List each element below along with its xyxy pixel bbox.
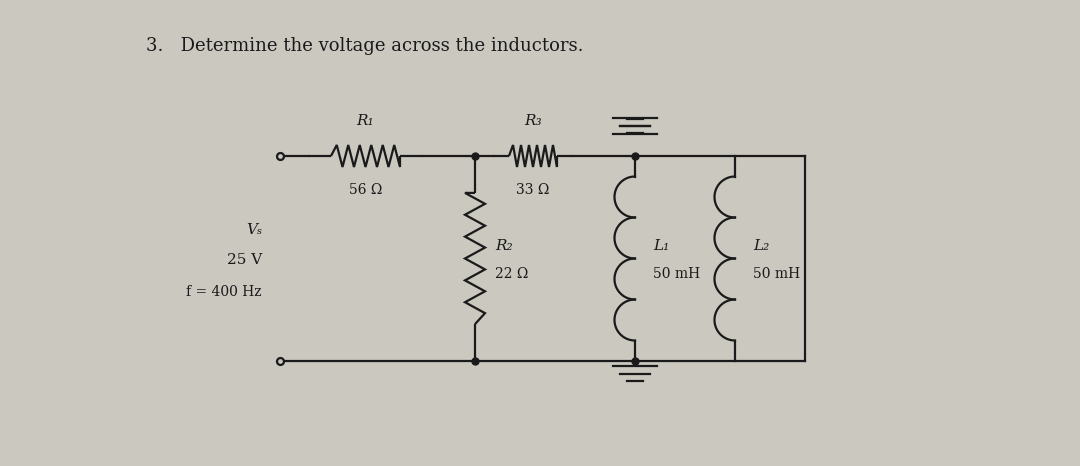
Text: 3.   Determine the voltage across the inductors.: 3. Determine the voltage across the indu…	[146, 37, 583, 55]
Text: R₂: R₂	[495, 240, 513, 254]
Text: L₁: L₁	[653, 240, 670, 254]
Text: 22 Ω: 22 Ω	[495, 267, 528, 281]
Text: 25 V: 25 V	[227, 254, 262, 267]
Text: L₂: L₂	[753, 240, 769, 254]
Text: 33 Ω: 33 Ω	[516, 183, 550, 197]
Text: 50 mH: 50 mH	[753, 267, 800, 281]
Text: R₁: R₁	[356, 114, 375, 128]
Text: 50 mH: 50 mH	[653, 267, 700, 281]
Text: Vₛ: Vₛ	[246, 224, 262, 238]
Text: f = 400 Hz: f = 400 Hz	[187, 285, 262, 299]
Text: 56 Ω: 56 Ω	[349, 183, 382, 197]
Text: R₃: R₃	[524, 114, 542, 128]
